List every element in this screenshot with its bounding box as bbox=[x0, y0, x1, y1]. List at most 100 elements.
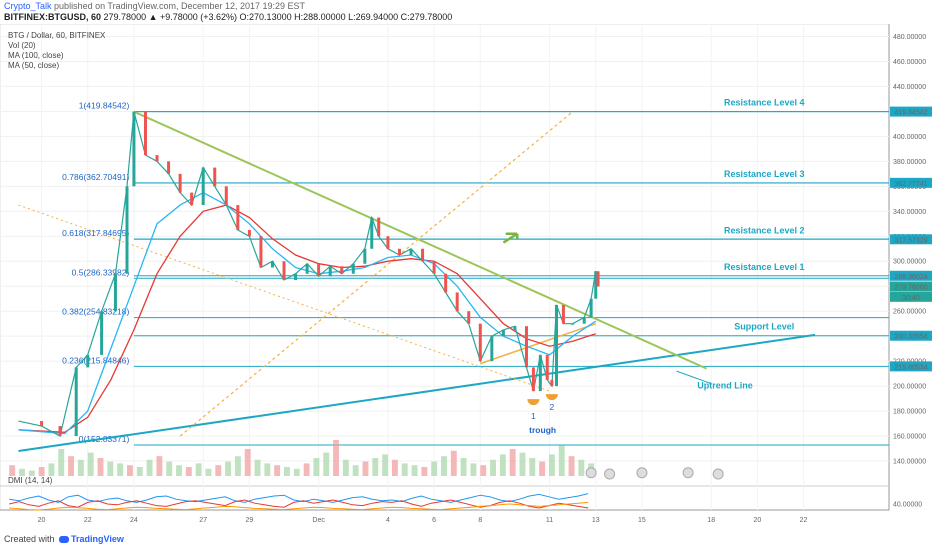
author-link[interactable]: Crypto_Talk bbox=[4, 1, 52, 11]
y-tick-label: 140.00000 bbox=[893, 459, 926, 466]
candle bbox=[501, 329, 505, 337]
candle bbox=[213, 167, 217, 187]
tradingview-brand[interactable]: TradingView bbox=[71, 534, 124, 544]
published-text: published on TradingView.com, December 1… bbox=[54, 1, 306, 11]
candle bbox=[155, 155, 159, 162]
candle bbox=[596, 271, 600, 287]
candle bbox=[478, 323, 482, 362]
x-tick-label: Dec bbox=[312, 517, 325, 524]
volume-bar bbox=[48, 463, 55, 476]
price-tag-text: 317.57329 bbox=[894, 237, 927, 244]
candle bbox=[270, 261, 274, 268]
x-tick-label: 6 bbox=[432, 517, 436, 524]
candle bbox=[328, 266, 332, 277]
candle bbox=[397, 248, 401, 255]
volume-bar bbox=[391, 459, 398, 476]
volume-bar bbox=[450, 450, 457, 476]
fib-label: 0.5(286.33982) bbox=[72, 267, 130, 277]
volume-bar bbox=[539, 461, 546, 476]
x-tick-label: 22 bbox=[84, 517, 92, 524]
volume-bar bbox=[244, 449, 251, 476]
candle bbox=[594, 271, 598, 299]
level-label: Resistance Level 4 bbox=[724, 98, 805, 108]
fib-label: 0.382(254.83218) bbox=[62, 307, 129, 317]
legend-volume: Vol (20) bbox=[8, 41, 36, 50]
candle bbox=[305, 263, 309, 274]
volume-bar bbox=[293, 468, 300, 476]
event-flag-icon bbox=[682, 467, 694, 479]
event-flag-icon bbox=[585, 467, 597, 479]
volume-bar bbox=[87, 452, 94, 476]
volume-bar bbox=[215, 465, 222, 476]
uptrend-pointer bbox=[676, 370, 712, 385]
volume-bar bbox=[264, 463, 271, 476]
y-tick-label: 380.00000 bbox=[893, 159, 926, 166]
event-flag-icon bbox=[636, 467, 648, 479]
fib-label: 0.786(362.70491) bbox=[62, 172, 129, 182]
x-tick-label: 15 bbox=[638, 517, 646, 524]
volume-bar bbox=[303, 463, 310, 476]
volume-bar bbox=[558, 445, 565, 476]
x-tick-label: 20 bbox=[753, 517, 761, 524]
level-label: Resistance Level 3 bbox=[724, 169, 805, 179]
candle bbox=[524, 326, 528, 368]
volume-bar bbox=[284, 467, 290, 476]
candle bbox=[589, 298, 593, 318]
candle bbox=[432, 261, 436, 274]
volume-bar bbox=[185, 467, 192, 476]
price-tag bbox=[890, 330, 932, 341]
price-tag-text: 419.84542 bbox=[894, 110, 927, 117]
price-tag bbox=[890, 106, 932, 117]
volume-bar bbox=[372, 458, 379, 476]
dmi-legend: DMI (14, 14) bbox=[8, 476, 53, 485]
volume-bar bbox=[127, 465, 133, 476]
price-tag bbox=[890, 270, 932, 281]
volume-bar bbox=[97, 458, 104, 476]
volume-bar bbox=[529, 458, 536, 476]
volume-bar bbox=[136, 467, 143, 476]
price-tag-text: 279.78000 bbox=[894, 284, 927, 291]
candle bbox=[531, 367, 535, 392]
fib-trend-dotted bbox=[179, 111, 574, 437]
x-tick-label: 27 bbox=[199, 517, 207, 524]
fib-label: 0.618(317.84695) bbox=[62, 228, 129, 238]
volume-bar bbox=[225, 461, 232, 476]
candle bbox=[513, 326, 517, 330]
trough-marker bbox=[527, 399, 540, 406]
candle bbox=[125, 186, 129, 274]
volume-bar bbox=[166, 461, 173, 476]
candle bbox=[554, 304, 558, 387]
candle bbox=[201, 167, 205, 206]
volume-bar bbox=[362, 461, 369, 476]
candle bbox=[467, 311, 471, 324]
candle bbox=[294, 273, 298, 280]
legend-title: BTG / Dollar, 60, BITFINEX bbox=[8, 31, 106, 40]
volume-bar bbox=[499, 454, 506, 476]
candle bbox=[236, 205, 240, 231]
event-flag-icon bbox=[712, 468, 724, 480]
y-tick-label: 460.00000 bbox=[893, 59, 926, 66]
volume-bar bbox=[411, 465, 418, 476]
candle bbox=[455, 292, 459, 312]
y-tick-label: 160.00000 bbox=[893, 434, 926, 441]
volume-bar bbox=[274, 465, 281, 476]
candle bbox=[444, 273, 448, 293]
ma100-line bbox=[18, 204, 596, 433]
volume-bar bbox=[28, 470, 35, 476]
up-arrow-icon bbox=[502, 232, 519, 244]
y-tick-label: 340.00000 bbox=[893, 209, 926, 216]
volume-bar bbox=[68, 456, 75, 476]
descending-trendline bbox=[133, 110, 707, 370]
dmi-plus-line bbox=[9, 493, 589, 503]
level-label: Resistance Level 1 bbox=[724, 262, 805, 272]
volume-bar bbox=[156, 456, 163, 476]
price-tag-text: 240.33954 bbox=[894, 334, 927, 341]
x-tick-label: 24 bbox=[130, 517, 138, 524]
y-tick-label: 300.00000 bbox=[893, 259, 926, 266]
y-tick-label: 480.00000 bbox=[893, 34, 926, 41]
level-label: Resistance Level 2 bbox=[724, 225, 805, 235]
event-flag-icon bbox=[604, 468, 616, 480]
ticker-symbol: BITFINEX:BTGUSD, 60 bbox=[4, 12, 102, 22]
price-chart[interactable]: 480.00000460.00000440.00000420.00000400.… bbox=[0, 24, 932, 534]
candle bbox=[132, 111, 136, 187]
